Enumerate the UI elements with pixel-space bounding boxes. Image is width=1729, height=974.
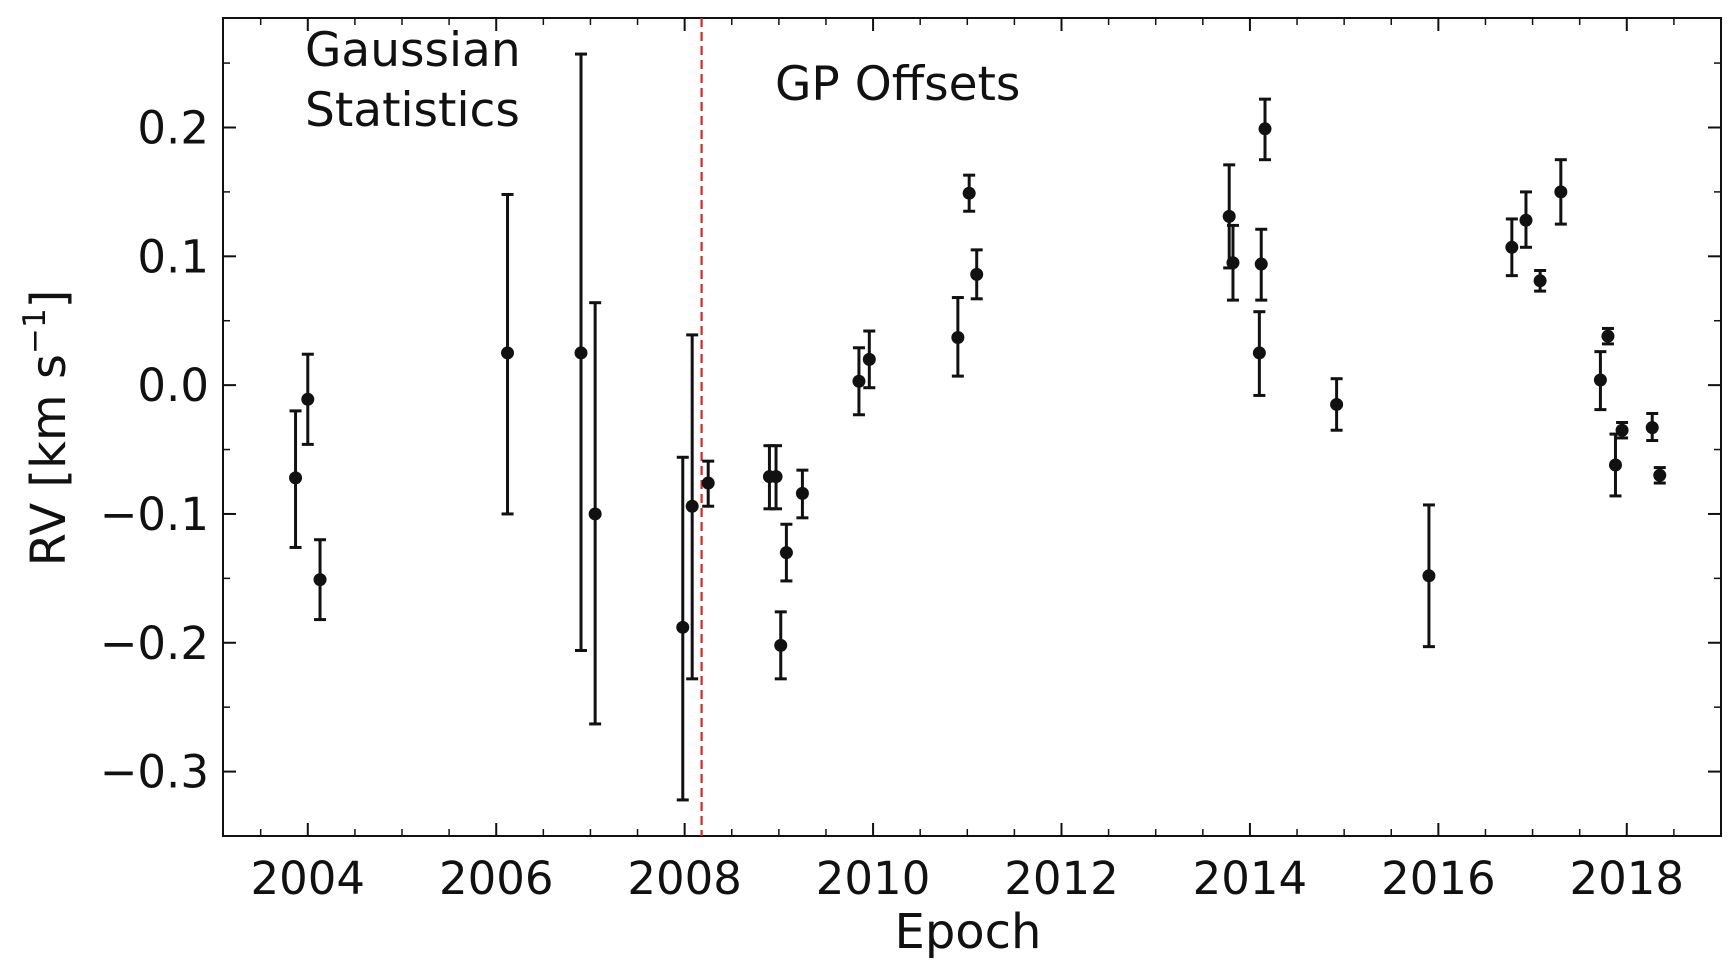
y-tick-label: −0.1 [100, 488, 209, 541]
data-point [951, 330, 965, 344]
data-point [1533, 274, 1547, 288]
data-point [1615, 423, 1629, 437]
x-axis-label: Epoch [895, 904, 1042, 960]
data-point [676, 620, 690, 634]
y-tick-label: 0.1 [137, 230, 209, 283]
data-point [501, 346, 515, 360]
y-tick-label: −0.3 [100, 746, 209, 799]
data-point [574, 346, 588, 360]
y-axis-label-exponent: −1 [17, 308, 53, 354]
data-point [852, 374, 866, 388]
y-tick-label: 0.0 [137, 359, 209, 412]
data-point [1422, 569, 1436, 583]
data-points [289, 52, 1667, 802]
data-point [862, 352, 876, 366]
data-point [795, 486, 809, 500]
data-point [588, 507, 602, 521]
x-tick-label: 2018 [1570, 852, 1685, 905]
data-point [1608, 458, 1622, 472]
data-point [1226, 256, 1240, 270]
data-point [1519, 213, 1533, 227]
data-point [289, 471, 303, 485]
data-point [1601, 329, 1615, 343]
data-point [1258, 122, 1272, 136]
data-point [1554, 185, 1568, 199]
data-point [1593, 373, 1607, 387]
data-point [301, 392, 315, 406]
data-point [769, 470, 783, 484]
x-tick-label: 2016 [1381, 852, 1496, 905]
x-tick-label: 2014 [1193, 852, 1308, 905]
major-ticks [223, 18, 1721, 836]
y-axis-label: RV [km s−1] [17, 290, 77, 567]
annotation-gaussian-line1: Gaussian [305, 23, 521, 78]
annotation-gp-offsets: GP Offsets [775, 57, 1020, 112]
annotation-gaussian-line2: Statistics [305, 83, 520, 138]
data-point [1330, 397, 1344, 411]
x-tick-label: 2010 [816, 852, 931, 905]
x-tick-label: 2004 [251, 852, 366, 905]
x-tick-label: 2008 [627, 852, 742, 905]
minor-ticks [223, 18, 1722, 836]
plot-frame [222, 17, 1722, 837]
data-point [1505, 240, 1519, 254]
data-point [962, 186, 976, 200]
y-axis-label-base: RV [km s [21, 354, 77, 566]
data-point [779, 546, 793, 560]
data-point [685, 499, 699, 513]
y-tick-label: −0.2 [100, 617, 209, 670]
data-point [1254, 257, 1268, 271]
x-tick-label: 2006 [439, 852, 554, 905]
data-point [774, 638, 788, 652]
y-tick-label: 0.2 [137, 101, 209, 154]
data-point [1222, 209, 1236, 223]
y-axis-label-close: ] [21, 290, 77, 309]
data-point [970, 267, 984, 281]
data-point [701, 476, 715, 490]
data-point [1653, 468, 1667, 482]
x-tick-label: 2012 [1004, 852, 1119, 905]
data-point [1645, 421, 1659, 435]
data-point [313, 573, 327, 587]
tick-labels: 2004 2006 2008 2010 2012 2014 2016 2018 0.2 0.1 0.… [100, 101, 1684, 905]
data-point [1252, 346, 1266, 360]
